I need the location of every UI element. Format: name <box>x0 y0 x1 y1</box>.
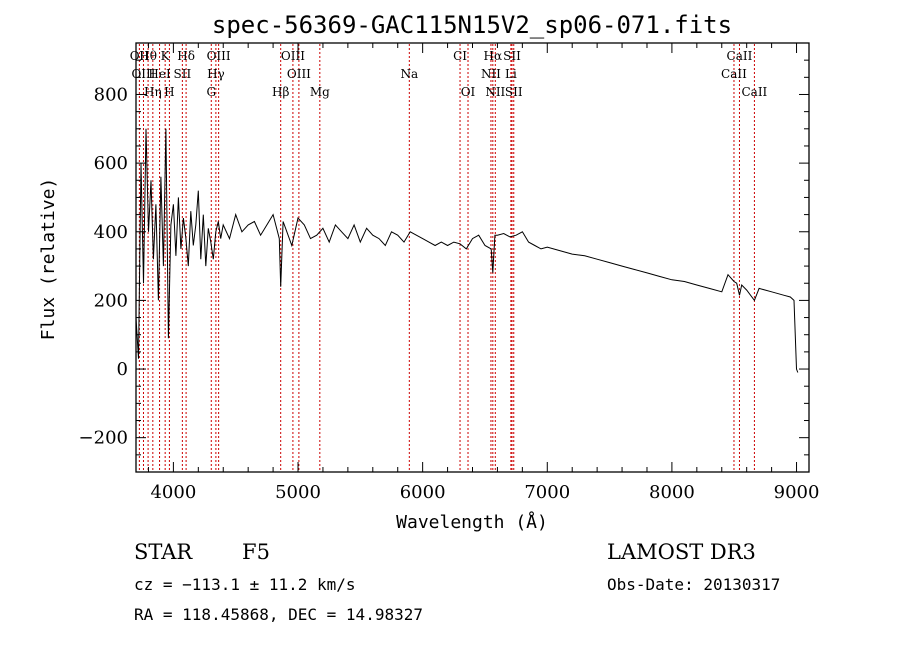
y-tick-label: 600 <box>94 153 128 174</box>
object-subclass: F5 <box>242 540 270 564</box>
emission-line-label: NII <box>485 85 505 99</box>
emission-line-label: Mg <box>310 85 330 99</box>
emission-line-label: Hθ <box>139 49 157 63</box>
emission-line-label: NII <box>481 67 501 81</box>
y-tick-label: −200 <box>79 428 128 449</box>
y-tick-label: 0 <box>117 359 128 380</box>
emission-line-label: OI <box>461 85 476 99</box>
emission-line-label: Hδ <box>177 49 195 63</box>
plot-frame <box>135 42 810 473</box>
emission-line-label: K <box>161 49 171 63</box>
emission-line-label: HeI <box>148 67 171 81</box>
series-layer <box>135 128 799 373</box>
emission-line-label: CaII <box>741 85 767 99</box>
x-tick-label: 5000 <box>275 482 321 503</box>
emission-line-label: OII <box>130 49 150 63</box>
y-axis-label: Flux (relative) <box>38 178 59 341</box>
emission-line-label: SII <box>503 49 521 63</box>
emission-line-label: OIII <box>287 67 311 81</box>
emission-line-label: Hβ <box>272 85 289 99</box>
object-class: STAR <box>134 540 193 564</box>
emission-line-label: Hη <box>144 85 162 99</box>
emission-line-label: CI <box>453 49 467 63</box>
y-tick-label: 200 <box>94 290 128 311</box>
emission-line-label: Hγ <box>207 67 225 81</box>
x-tick-label: 7000 <box>524 482 570 503</box>
chart-title: spec-56369-GAC115N15V2_sp06-071.fits <box>212 11 732 39</box>
x-tick-label: 6000 <box>400 482 446 503</box>
x-axis-ticks: 4000 5000 6000 7000 8000 9000 <box>147 43 820 503</box>
x-axis-label: Wavelength (Å) <box>396 511 548 533</box>
emission-line-label: SII <box>174 67 192 81</box>
observation-date: Obs-Date: 20130317 <box>607 575 780 594</box>
emission-line-layer <box>138 44 755 471</box>
emission-line-label: OIII <box>281 49 305 63</box>
x-tick-label: 8000 <box>649 482 695 503</box>
emission-line-label: OIII <box>131 67 155 81</box>
coordinates: RA = 118.45868, DEC = 14.98327 <box>134 605 423 624</box>
redshift-cz: cz = −113.1 ± 11.2 km/s <box>134 575 356 594</box>
x-tick-label: 9000 <box>774 482 820 503</box>
emission-line-label: H <box>164 85 174 99</box>
emission-line-label: Na <box>400 67 418 81</box>
emission-line-label: Hα <box>484 49 503 63</box>
y-tick-label: 400 <box>94 222 128 243</box>
emission-line-label: G <box>206 85 216 99</box>
emission-line-label: CaII <box>727 49 753 63</box>
emission-line-label: CaII <box>721 67 747 81</box>
y-tick-label: 800 <box>94 84 128 105</box>
survey-name: LAMOST DR3 <box>607 540 756 564</box>
spectrum-line <box>135 128 799 373</box>
x-tick-label: 4000 <box>150 482 196 503</box>
y-axis-ticks: −200 0 200 400 600 800 <box>79 59 809 456</box>
emission-line-label: OIII <box>207 49 231 63</box>
emission-line-label: Li <box>505 67 517 81</box>
emission-line-label: SII <box>505 85 523 99</box>
